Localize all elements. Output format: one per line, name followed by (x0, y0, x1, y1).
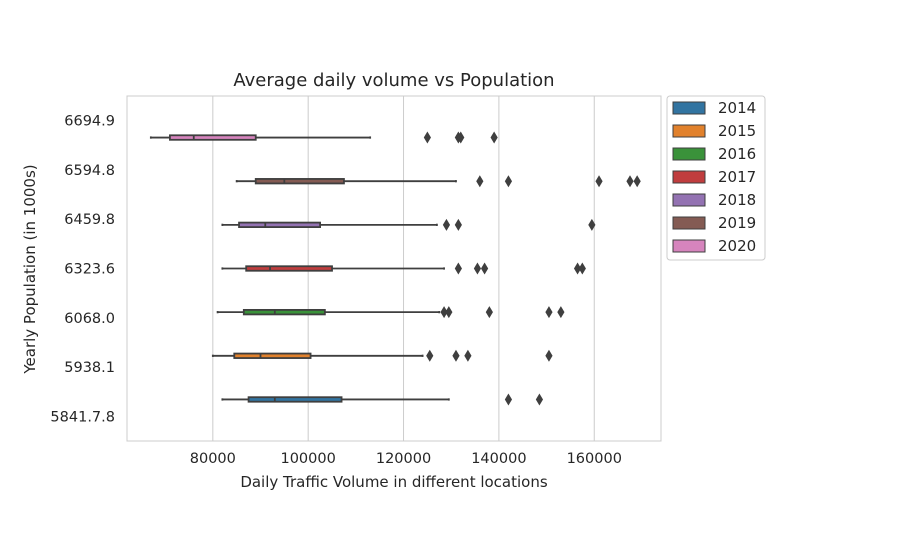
outlier-point (442, 218, 451, 231)
x-tick-label: 100000 (280, 451, 335, 467)
box-body (245, 265, 333, 272)
outlier-point (535, 393, 544, 406)
outlier-point (633, 175, 641, 188)
legend-label: 2015 (718, 122, 756, 140)
y-tick-label: 6694.9 (64, 114, 115, 130)
legend-swatch-2016 (672, 147, 706, 161)
box-body (242, 308, 326, 316)
x-axis-label: Daily Traffic Volume in different locati… (240, 473, 548, 491)
y-axis-label: Yearly Population (in 1000s) (21, 164, 39, 374)
outlier-point (504, 175, 513, 188)
plot-frame (126, 95, 662, 442)
box-body (247, 396, 343, 403)
outlier-point (440, 306, 448, 319)
outlier-point (504, 393, 513, 406)
legend-swatch-2017 (672, 170, 706, 184)
outlier-point (423, 131, 431, 144)
outlier-point (557, 306, 565, 319)
box-2016 (216, 306, 565, 319)
x-tick-label: 120000 (376, 451, 431, 467)
box-body (233, 352, 312, 359)
outlier-point (573, 262, 582, 275)
outlier-point (426, 349, 434, 362)
y-tick-label: 6594.8 (64, 163, 115, 179)
outlier-point (452, 349, 460, 362)
legend-swatch-2019 (672, 216, 706, 230)
y-ticks: 6694.9 6594.8 6459.8 6323.6 6068.0 5938.1 5841… (50, 114, 115, 426)
outlier-point (545, 349, 553, 362)
outlier-point (454, 218, 462, 231)
legend: 2014 2015 2016 2017 2018 2019 2020 (666, 95, 766, 261)
legend-label: 2014 (718, 99, 756, 117)
outlier-point (480, 262, 489, 275)
legend-label: 2017 (718, 168, 756, 186)
y-tick-label: 6323.6 (64, 262, 115, 278)
x-tick-label: 80000 (190, 451, 236, 467)
box-2014 (221, 393, 544, 406)
legend-swatch-2020 (672, 239, 706, 253)
legend-swatch-2014 (672, 101, 706, 115)
x-tick-label: 160000 (567, 451, 622, 467)
outlier-point (445, 306, 453, 319)
y-tick-label: 6068.0 (64, 311, 115, 327)
y-tick-label: 5841.7.8 (50, 409, 115, 425)
chart-title: Average daily volume vs Population (233, 70, 554, 91)
box-2017 (221, 262, 586, 275)
box-2018 (221, 218, 596, 231)
legend-label: 2016 (718, 145, 756, 163)
box-2020 (149, 131, 498, 144)
legend-swatch-2015 (672, 124, 706, 138)
outlier-point (464, 349, 472, 362)
outlier-point (485, 306, 493, 319)
outlier-point (588, 218, 596, 231)
x-tick-label: 140000 (471, 451, 526, 467)
y-tick-label: 6459.8 (64, 212, 115, 228)
outlier-point (490, 131, 498, 144)
legend-swatch-2018 (672, 193, 706, 207)
outlier-point (473, 262, 482, 275)
outlier-point (595, 175, 603, 188)
legend-label: 2019 (718, 214, 756, 232)
outlier-point (545, 306, 553, 319)
box-body (238, 221, 321, 228)
outlier-point (626, 175, 634, 188)
x-ticks: 80000 100000 120000 140000 160000 (190, 451, 622, 467)
y-tick-label: 5938.1 (64, 360, 115, 376)
legend-label: 2020 (718, 237, 756, 255)
box-2015 (211, 349, 553, 362)
legend-label: 2018 (718, 191, 756, 209)
outlier-point (454, 262, 462, 275)
outlier-point (578, 262, 586, 275)
boxes (149, 131, 641, 406)
box-2019 (235, 175, 641, 188)
outlier-point (457, 131, 465, 144)
outlier-point (476, 175, 484, 188)
box-body (169, 134, 257, 141)
box-body (254, 178, 345, 185)
